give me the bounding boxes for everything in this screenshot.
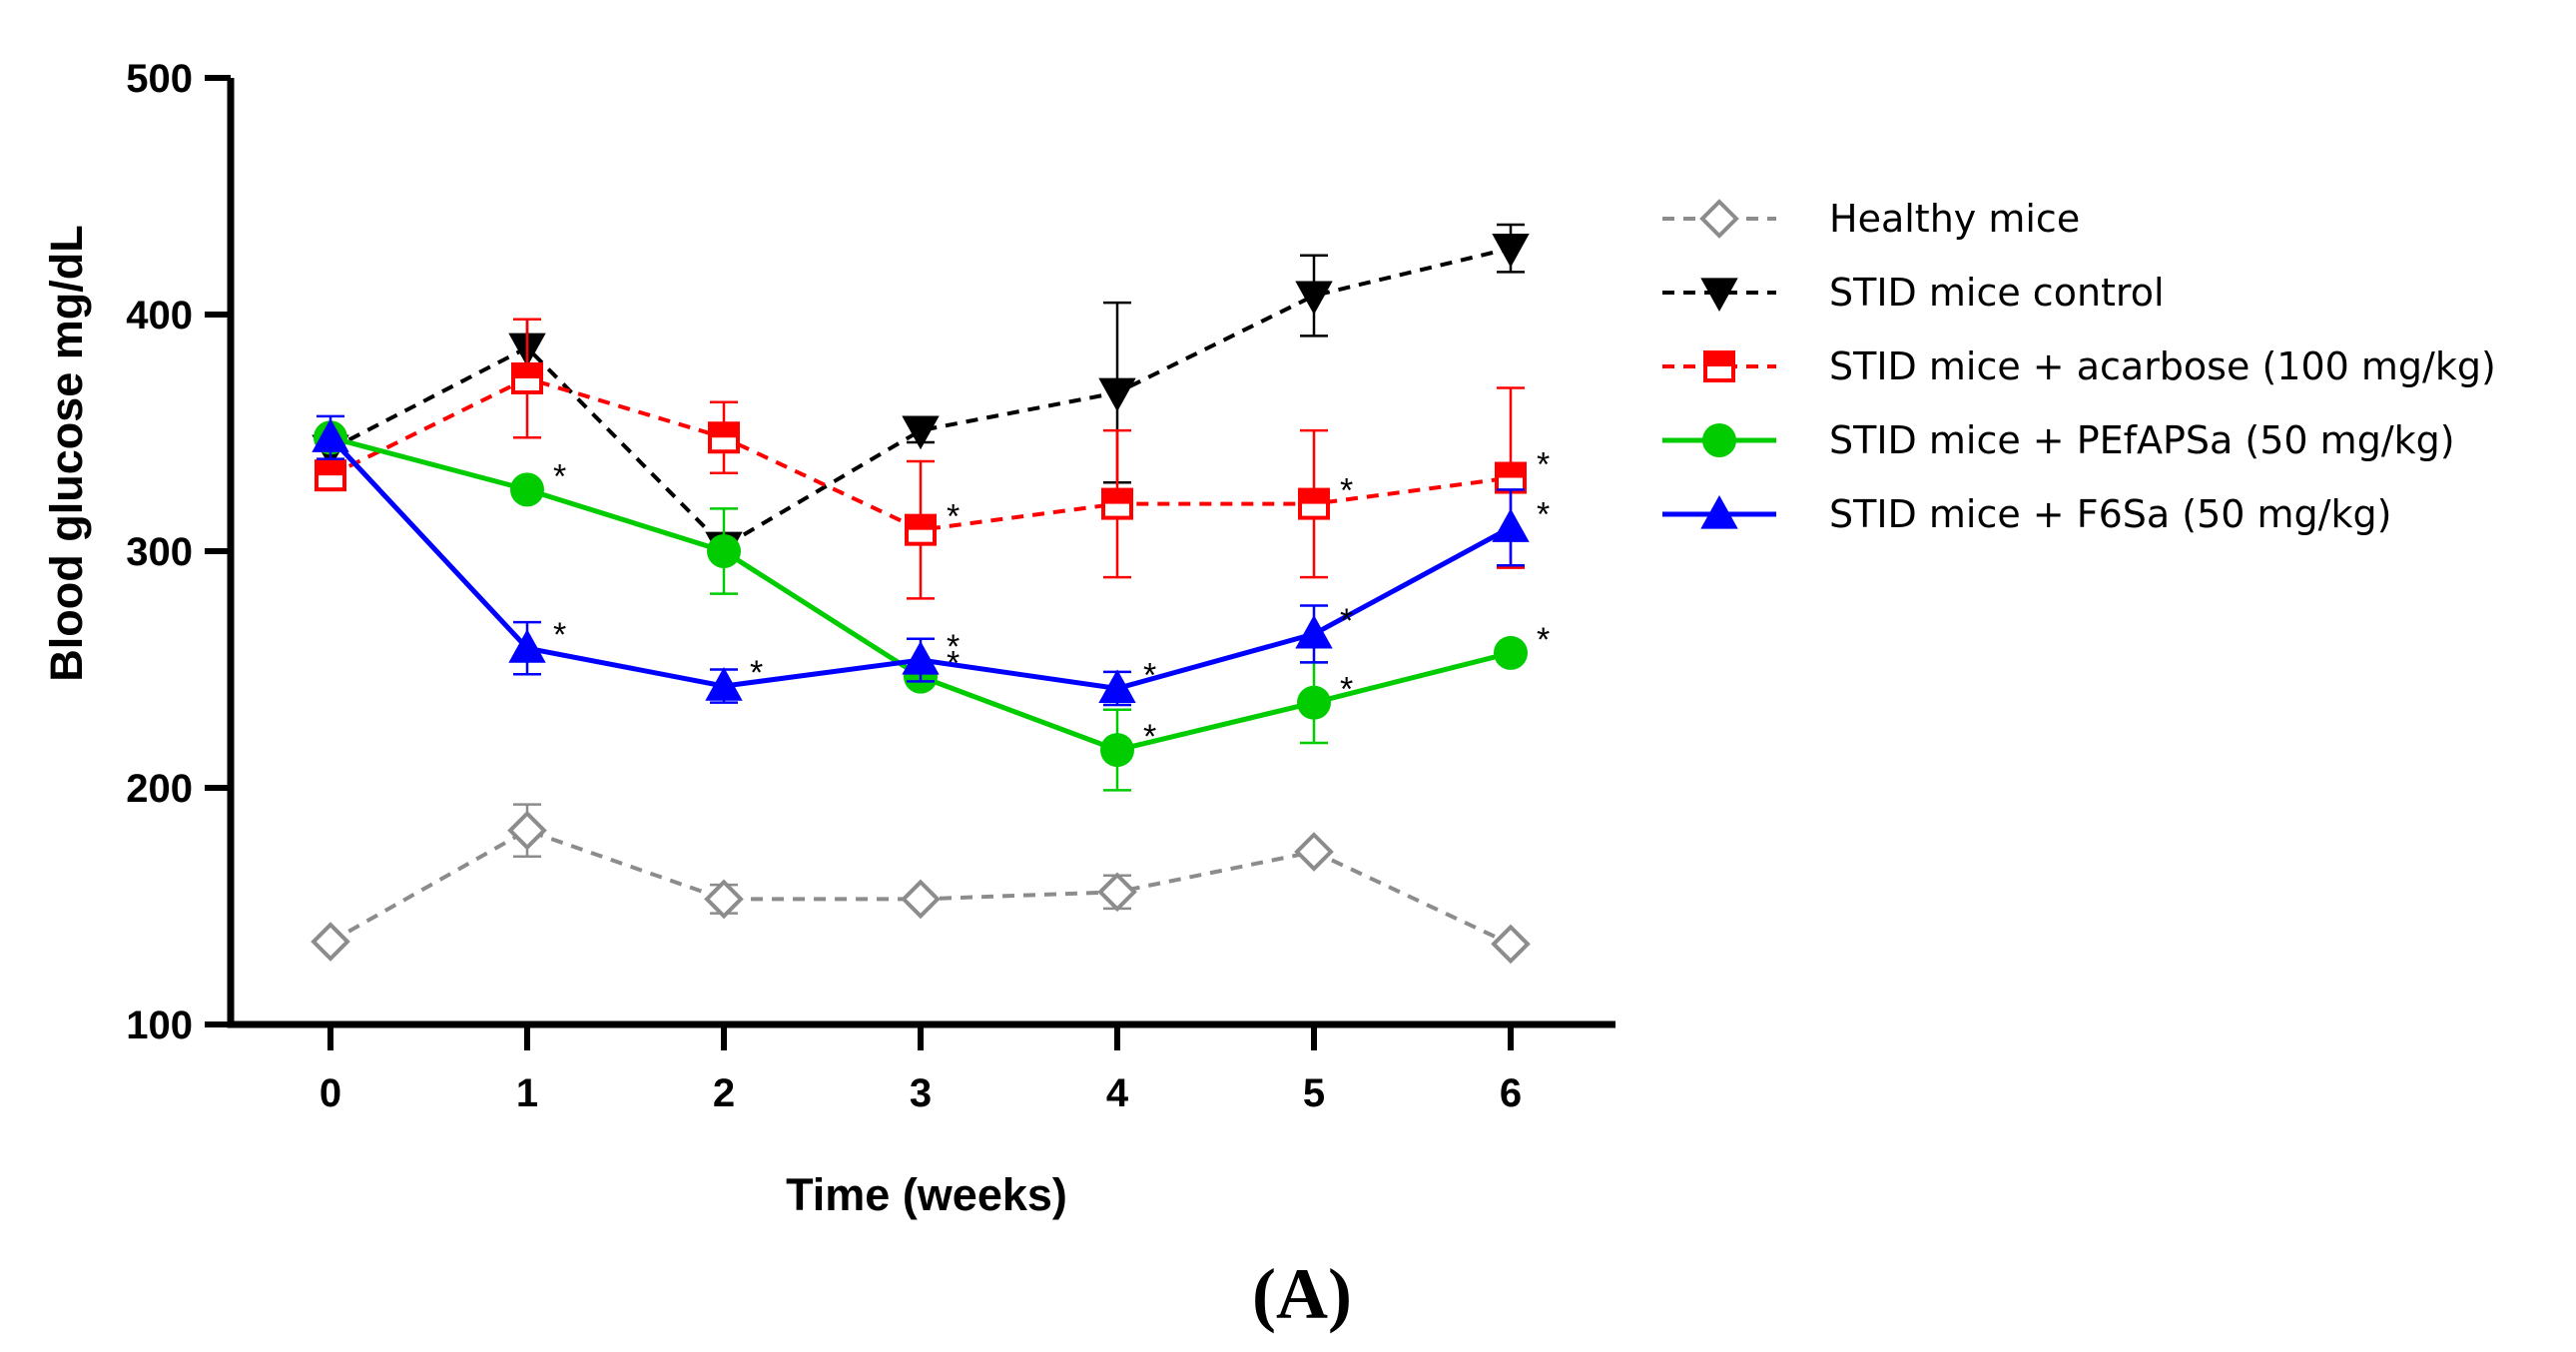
y-tick-label: 300 (126, 530, 193, 574)
marker-fill (317, 461, 344, 476)
legend-label: STID mice control (1829, 271, 2165, 315)
data-point (1298, 487, 1330, 520)
series-5: * * * * * * (312, 414, 1550, 707)
marker-fill (1300, 489, 1328, 504)
series-layer: ************** (311, 223, 1550, 965)
marker-fill (513, 363, 541, 378)
y-ticks: 100 200 300 400 500 (126, 57, 231, 1047)
legend-item-3: STID mice + acarbose (100 mg/kg) (1662, 344, 2496, 388)
x-tick-label: 6 (1500, 1071, 1522, 1115)
legend-label: STID mice + F6Sa (50 mg/kg) (1829, 492, 2391, 536)
significance-marker: * (553, 457, 566, 495)
data-point (902, 415, 940, 450)
significance-marker: * (1143, 718, 1156, 756)
data-point (901, 879, 941, 920)
legend-marker (1700, 494, 1738, 529)
significance-marker: * (947, 628, 960, 666)
data-point (1494, 635, 1528, 670)
legend-item-2: STID mice control (1662, 271, 2165, 315)
x-ticks: 0 1 2 3 4 5 6 (320, 1024, 1522, 1115)
data-point (902, 640, 940, 675)
axes: 100 200 300 400 500 0 1 2 3 4 5 6 (126, 57, 1615, 1115)
data-point (315, 459, 346, 492)
significance-marker: * (947, 498, 960, 536)
legend-marker (1699, 199, 1739, 239)
x-tick-label: 1 (516, 1071, 538, 1115)
x-axis-title: Time (weeks) (786, 1169, 1067, 1220)
legend-label: Healthy mice (1829, 197, 2080, 241)
data-point (1492, 234, 1530, 268)
legend: Healthy mice STID mice control STID mice +… (1662, 197, 2496, 536)
significance-marker: * (1340, 671, 1353, 709)
y-tick-label: 400 (126, 294, 193, 338)
series-4: * * * * * (314, 420, 1550, 792)
data-point (1295, 281, 1333, 316)
x-tick-label: 3 (910, 1071, 932, 1115)
marker-fill (710, 423, 738, 438)
data-point (1295, 614, 1333, 649)
y-tick-label: 200 (126, 767, 193, 811)
legend-item-1: Healthy mice (1662, 197, 2080, 241)
legend-label: STID mice + acarbose (100 mg/kg) (1829, 344, 2496, 388)
data-point (1294, 832, 1334, 872)
data-point (311, 922, 350, 962)
y-axis-title: Blood glucose mg/dL (41, 225, 92, 682)
data-point (1100, 733, 1134, 768)
series-1 (311, 803, 1531, 965)
legend-marker (1703, 350, 1735, 382)
legend-item-4: STID mice + PEfAPSa (50 mg/kg) (1662, 418, 2455, 462)
legend-label: STID mice + PEfAPSa (50 mg/kg) (1829, 418, 2455, 462)
data-point (707, 534, 741, 568)
data-point (508, 629, 546, 663)
x-tick-label: 2 (713, 1071, 735, 1115)
data-point (510, 472, 544, 507)
legend-marker (1702, 423, 1736, 457)
marker-fill (1103, 489, 1131, 504)
significance-marker: * (1537, 495, 1550, 533)
data-point (1098, 669, 1136, 704)
significance-marker: * (1537, 621, 1550, 659)
data-point (312, 418, 349, 452)
y-tick-label: 500 (126, 57, 193, 101)
data-point (511, 361, 543, 394)
data-point (1098, 377, 1136, 412)
x-tick-label: 4 (1106, 1071, 1129, 1115)
y-tick-label: 100 (126, 1004, 193, 1047)
significance-marker: * (1340, 602, 1353, 640)
data-point (1495, 461, 1527, 494)
significance-marker: * (1340, 472, 1353, 510)
data-point (1097, 872, 1137, 913)
data-point (708, 421, 740, 454)
legend-marker (1700, 278, 1738, 313)
data-point (1491, 924, 1531, 965)
significance-marker: * (750, 654, 763, 692)
data-point (704, 879, 744, 920)
data-point (705, 667, 743, 701)
x-tick-label: 5 (1303, 1071, 1325, 1115)
significance-marker: * (1537, 446, 1550, 484)
significance-marker: * (1143, 656, 1156, 694)
panel-label: (A) (1252, 1254, 1352, 1334)
legend-item-5: STID mice + F6Sa (50 mg/kg) (1662, 492, 2391, 536)
data-point (1101, 487, 1133, 520)
marker-fill (907, 515, 935, 530)
marker-fill (1705, 352, 1733, 366)
data-point (507, 810, 547, 851)
data-point (1492, 508, 1530, 542)
data-point (1297, 685, 1331, 720)
x-tick-label: 0 (320, 1071, 341, 1115)
significance-marker: * (553, 616, 566, 654)
data-point (905, 513, 937, 546)
marker-fill (1497, 463, 1525, 478)
series-3: * * * (315, 318, 1550, 600)
